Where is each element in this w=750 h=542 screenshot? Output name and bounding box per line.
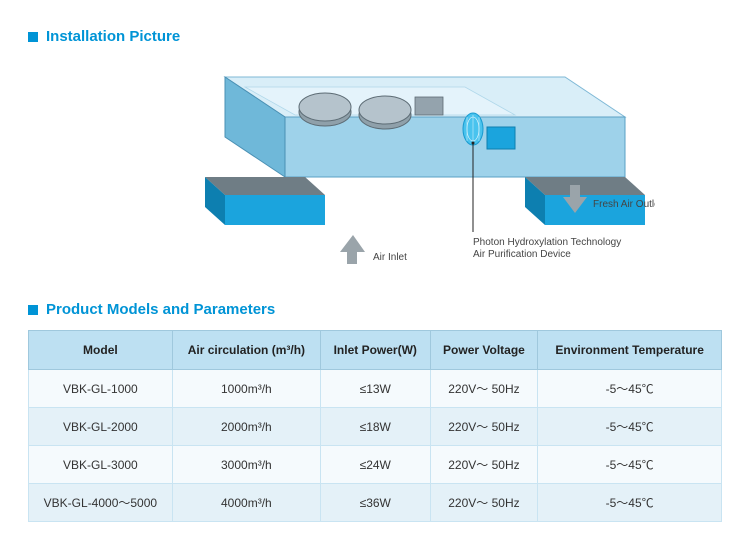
cell-power: ≤18W xyxy=(320,408,430,446)
parameters-section-title: Product Models and Parameters xyxy=(28,301,722,318)
bullet-icon xyxy=(28,305,38,315)
table-row: VBK-GL-1000 1000m³/h ≤13W 220V～ 50Hz -5～… xyxy=(29,370,722,408)
col-voltage: Power Voltage xyxy=(430,331,538,370)
cell-temp: -5～45℃ xyxy=(538,446,722,484)
table-row: VBK-GL-3000 3000m³/h ≤24W 220V～ 50Hz -5～… xyxy=(29,446,722,484)
device-label-line1: Photon Hydroxylation Technology xyxy=(473,237,621,248)
cell-temp: -5～45℃ xyxy=(538,484,722,522)
cell-aircirc: 4000m³/h xyxy=(172,484,320,522)
col-air-circ: Air circulation (m³/h) xyxy=(172,331,320,370)
cell-model: VBK-GL-2000 xyxy=(29,408,173,446)
col-env-temp: Environment Temperature xyxy=(538,331,722,370)
cell-voltage: 220V～ 50Hz xyxy=(430,370,538,408)
cell-model: VBK-GL-3000 xyxy=(29,446,173,484)
cell-model: VBK-GL-4000～5000 xyxy=(29,484,173,522)
cell-power: ≤36W xyxy=(320,484,430,522)
air-inlet-arrow-icon xyxy=(340,235,365,264)
parameters-table: Model Air circulation (m³/h) Inlet Power… xyxy=(28,330,722,522)
cell-temp: -5～45℃ xyxy=(538,408,722,446)
cell-voltage: 220V～ 50Hz xyxy=(430,446,538,484)
fresh-air-outlet-label: Fresh Air Outlet xyxy=(593,199,655,210)
table-row: VBK-GL-4000～5000 4000m³/h ≤36W 220V～ 50H… xyxy=(29,484,722,522)
cell-voltage: 220V～ 50Hz xyxy=(430,484,538,522)
installation-title-text: Installation Picture xyxy=(46,28,180,45)
cell-model: VBK-GL-1000 xyxy=(29,370,173,408)
table-header-row: Model Air circulation (m³/h) Inlet Power… xyxy=(29,331,722,370)
installation-section-title: Installation Picture xyxy=(28,28,722,45)
col-inlet-power: Inlet Power(W) xyxy=(320,331,430,370)
col-model: Model xyxy=(29,331,173,370)
cell-power: ≤24W xyxy=(320,446,430,484)
cell-aircirc: 1000m³/h xyxy=(172,370,320,408)
table-row: VBK-GL-2000 2000m³/h ≤18W 220V～ 50Hz -5～… xyxy=(29,408,722,446)
device-label-line2: Air Purification Device xyxy=(473,249,571,260)
cell-aircirc: 2000m³/h xyxy=(172,408,320,446)
bullet-icon xyxy=(28,32,38,42)
installation-diagram: Air Inlet Fresh Air Outlet Photon Hydrox… xyxy=(28,57,722,277)
cell-aircirc: 3000m³/h xyxy=(172,446,320,484)
table-body: VBK-GL-1000 1000m³/h ≤13W 220V～ 50Hz -5～… xyxy=(29,370,722,522)
cell-temp: -5～45℃ xyxy=(538,370,722,408)
cell-voltage: 220V～ 50Hz xyxy=(430,408,538,446)
air-inlet-label: Air Inlet xyxy=(373,252,407,263)
parameters-title-text: Product Models and Parameters xyxy=(46,301,275,318)
cell-power: ≤13W xyxy=(320,370,430,408)
